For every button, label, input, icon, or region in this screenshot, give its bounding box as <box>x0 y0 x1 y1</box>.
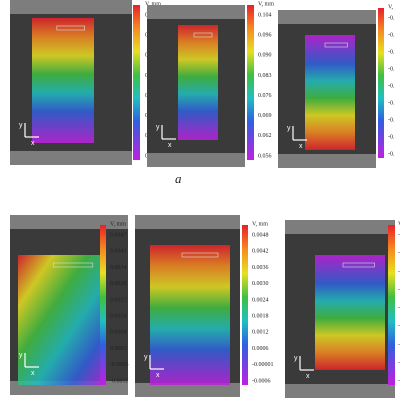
marker-box <box>56 25 85 31</box>
displacement-field <box>150 245 230 385</box>
colorbar-tick-label: -0. <box>388 32 395 38</box>
grip-bottom <box>147 153 245 167</box>
colorbar-tick-label: -0. <box>398 378 400 384</box>
axis-y-label: y <box>19 122 23 129</box>
axis-y-label: y <box>287 125 291 132</box>
displacement-field <box>32 18 94 143</box>
colorbar <box>247 5 254 160</box>
axis-y-label: y <box>19 352 23 359</box>
colorbar-title: V, mm <box>110 221 126 227</box>
grip-top <box>278 10 376 24</box>
colorbar-tick-label: 0.0042 <box>252 249 269 255</box>
colorbar-tick-label: 0.0008 <box>110 330 127 336</box>
marker-box <box>181 252 219 258</box>
colorbar-tick-label: 0.0018 <box>252 313 269 319</box>
colorbar-tick-label: 0.0036 <box>252 265 269 271</box>
displacement-field <box>178 25 218 140</box>
colorbar-tick-label: -0. <box>398 360 400 366</box>
caption: a <box>175 171 182 186</box>
colorbar <box>388 225 395 385</box>
colorbar-tick-label: -0. <box>398 305 400 311</box>
colorbar <box>133 5 140 160</box>
colorbar-title: V, <box>388 4 394 10</box>
colorbar-tick-label: -0. <box>388 83 395 89</box>
colorbar-tick-label: -0. <box>388 117 395 123</box>
axis-x-label: x <box>31 370 35 377</box>
colorbar-tick-label: -0. <box>398 287 400 293</box>
axis-x-label: x <box>299 143 303 150</box>
colorbar-tick-label: 0.0006 <box>252 346 269 352</box>
colorbar-tick-label: 0.0014 <box>110 313 127 319</box>
axis-x-label: x <box>306 373 310 380</box>
colorbar-tick-label: -0. <box>398 269 400 275</box>
colorbar-tick-label: 0.0047 <box>110 232 127 238</box>
colorbar-tick-label: 0.083 <box>258 73 272 79</box>
colorbar-tick-label: 0.090 <box>258 53 272 59</box>
colorbar-tick-label: 0.0034 <box>110 265 127 271</box>
colorbar-tick-label: -0. <box>398 232 400 238</box>
colorbar-tick-label: 0.0012 <box>252 330 269 336</box>
colorbar-tick-label: 0.0028 <box>110 281 127 287</box>
colorbar-title: V, mm <box>258 1 274 7</box>
grip-top <box>135 215 240 229</box>
grip-bottom <box>285 384 395 398</box>
colorbar-tick-label: -0. <box>388 49 395 55</box>
marker-box <box>324 42 348 48</box>
colorbar <box>242 225 248 385</box>
colorbar <box>100 225 106 385</box>
colorbar-tick-label: -0. <box>398 342 400 348</box>
colorbar-title: V, <box>398 221 400 227</box>
colorbar-tick-label: -0.00001 <box>252 362 274 368</box>
colorbar-tick-label: -0. <box>388 151 395 157</box>
colorbar-tick-label: 0.076 <box>258 93 272 99</box>
colorbar-tick-label: 0.0041 <box>110 249 127 255</box>
colorbar-tick-label: -0. <box>388 100 395 106</box>
grip-top <box>285 220 395 234</box>
colorbar-tick-label: 0.096 <box>258 33 272 39</box>
grip-top <box>10 215 128 229</box>
colorbar-tick-label: 0.0002 <box>110 346 127 352</box>
colorbar-title: V, mm <box>252 221 268 227</box>
colorbar-tick-label: 0.069 <box>258 113 272 119</box>
axis-y-label: y <box>294 355 298 362</box>
colorbar-tick-label: 0.056 <box>258 153 272 159</box>
displacement-field <box>315 255 385 370</box>
colorbar-tick-label: 0.062 <box>258 133 272 139</box>
displacement-field <box>305 35 355 150</box>
axis-x-label: x <box>31 140 35 147</box>
colorbar-tick-label: 0.104 <box>258 12 272 18</box>
colorbar-tick-label: -0. <box>398 324 400 330</box>
axis-x-label: x <box>168 142 172 149</box>
grip-bottom <box>135 383 240 397</box>
colorbar-tick-label: -0.0011 <box>110 378 128 384</box>
axis-x-label: x <box>156 372 160 379</box>
colorbar-tick-label: -0. <box>388 15 395 21</box>
axis-y-label: y <box>156 124 160 131</box>
grip-bottom <box>278 154 376 168</box>
colorbar-tick-label: 0.0021 <box>110 297 127 303</box>
colorbar-tick-label: 0.0030 <box>252 281 269 287</box>
marker-box <box>52 262 94 268</box>
grip-top <box>147 5 245 19</box>
displacement-field <box>18 255 106 385</box>
grip-bottom <box>10 151 132 165</box>
marker-box <box>342 262 375 268</box>
colorbar <box>378 8 384 158</box>
marker-box <box>193 32 213 38</box>
colorbar-tick-label: -0. <box>388 66 395 72</box>
grip-top <box>10 0 132 14</box>
colorbar-tick-label: 0.0048 <box>252 232 269 238</box>
colorbar-title: V, mm <box>145 1 161 7</box>
colorbar-tick-label: 0.0024 <box>252 297 269 303</box>
colorbar-tick-label: -0. <box>388 134 395 140</box>
axis-y-label: y <box>144 354 148 361</box>
colorbar-tick-label: -0.0006 <box>252 378 271 384</box>
colorbar-tick-label: -0. <box>398 251 400 257</box>
colorbar-tick-label: -0.0005 <box>110 362 129 368</box>
